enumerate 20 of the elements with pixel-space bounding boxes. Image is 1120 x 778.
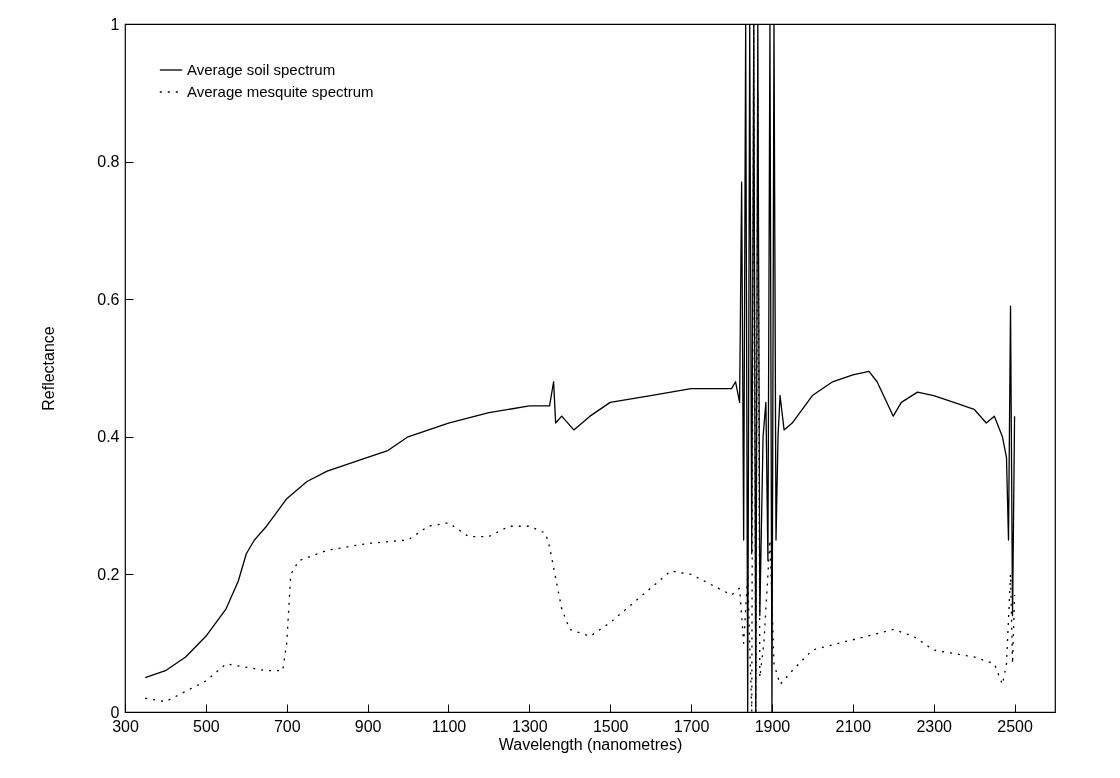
y-tick-label: 0.4 [97, 428, 120, 446]
legend-label: Average soil spectrum [187, 61, 336, 78]
x-tick-label: 700 [273, 717, 301, 735]
y-tick-label: 1 [110, 15, 120, 33]
x-tick-label: 1900 [754, 717, 791, 735]
x-tick-label: 1100 [431, 717, 467, 735]
x-tick-label: 1700 [673, 717, 710, 735]
y-tick-label: 0.2 [97, 565, 120, 583]
x-tick-label: 2300 [916, 717, 953, 735]
y-axis-title: Reflectance [40, 326, 58, 411]
x-tick-label: 1300 [512, 717, 548, 735]
x-tick-label: 1500 [592, 717, 629, 735]
x-tick-label: 2500 [997, 717, 1033, 735]
x-tick-label: 500 [193, 717, 220, 735]
y-tick-label: 0.6 [97, 290, 120, 308]
x-tick-label: 2100 [835, 717, 872, 735]
x-axis-title: Wavelength (nanometres) [498, 735, 683, 753]
legend-label: Average mesquite spectrum [187, 83, 374, 100]
x-tick-label: 900 [354, 717, 382, 735]
y-tick-label: 0.8 [97, 153, 120, 171]
